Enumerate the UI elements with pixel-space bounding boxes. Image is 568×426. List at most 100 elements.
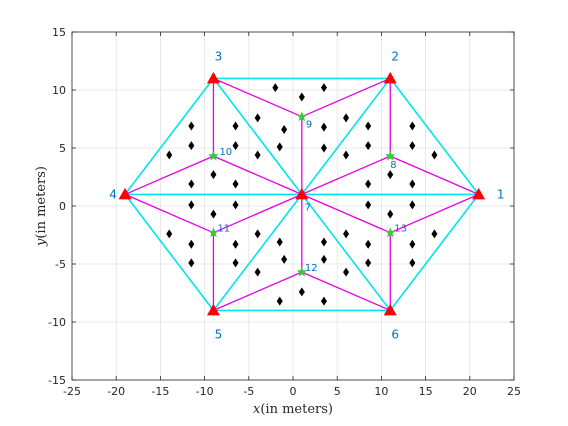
x-tick-label: 10 — [374, 385, 388, 398]
diamond-marker — [232, 200, 239, 210]
diamond-marker — [409, 121, 416, 131]
y-tick-label: -15 — [48, 374, 66, 387]
x-tick-label: 20 — [463, 385, 477, 398]
x-tick-label: -10 — [196, 385, 214, 398]
spoke-line — [301, 77, 392, 196]
spoke-line — [212, 193, 303, 312]
y-tick-label: 5 — [59, 142, 66, 155]
diamond-marker — [232, 179, 239, 189]
diamond-marker — [365, 141, 372, 151]
y-tick-label: 15 — [52, 26, 66, 39]
data-markers — [118, 71, 486, 316]
triangle-edge — [124, 193, 215, 234]
triangle-edge — [212, 193, 303, 234]
diamond-marker — [254, 150, 261, 160]
vertex-marker — [472, 187, 486, 200]
diamond-marker — [320, 237, 327, 247]
x-tick-label: -20 — [107, 385, 125, 398]
diamond-marker — [365, 121, 372, 131]
diamond-marker — [365, 258, 372, 268]
diamond-marker — [232, 239, 239, 249]
centroid-label: 9 — [306, 120, 312, 131]
diamond-marker — [320, 296, 327, 306]
vertex-marker — [383, 303, 397, 316]
diamond-marker — [188, 200, 195, 210]
vertex-label: 1 — [497, 187, 505, 201]
hexagon-edge — [389, 77, 480, 196]
centroid-marker — [208, 150, 219, 161]
diamond-marker — [276, 237, 283, 247]
diamond-marker — [166, 229, 173, 239]
x-tick-label: -25 — [63, 385, 81, 398]
y-axis-label: y(in meters) — [34, 166, 49, 247]
diamond-marker — [320, 143, 327, 153]
diamond-marker — [431, 229, 438, 239]
vertex-label: 2 — [391, 49, 399, 63]
vertex-marker — [206, 71, 220, 84]
x-tick-label: 25 — [507, 385, 521, 398]
diamond-marker — [320, 122, 327, 132]
spoke-line — [212, 77, 303, 196]
diamond-marker — [387, 170, 394, 180]
diamond-marker — [298, 287, 305, 297]
diamond-marker — [365, 239, 372, 249]
diamond-marker — [409, 258, 416, 268]
y-tick-label: -5 — [55, 258, 66, 271]
diamond-marker — [281, 254, 288, 264]
diamond-marker — [232, 258, 239, 268]
y-tick-label: 10 — [52, 84, 66, 97]
diamond-marker — [254, 267, 261, 277]
vertex-marker — [295, 187, 309, 200]
data-lines — [124, 77, 480, 312]
x-axis-variable: x — [253, 402, 261, 417]
diamond-marker — [365, 200, 372, 210]
centroid-marker — [208, 227, 219, 238]
vertex-label: 5 — [215, 327, 223, 341]
diamond-marker — [365, 179, 372, 189]
hexagon-edge — [124, 77, 215, 196]
spoke-line — [301, 193, 392, 312]
y-tick-label: 0 — [59, 200, 66, 213]
centroid-label: 11 — [217, 224, 230, 235]
diamond-marker — [409, 141, 416, 151]
triangle-edge — [301, 77, 391, 118]
diamond-marker — [409, 239, 416, 249]
diamond-marker — [431, 150, 438, 160]
centroid-marker — [385, 150, 396, 161]
diamond-marker — [320, 254, 327, 264]
vertex-label: 4 — [109, 187, 117, 201]
x-axis-label: x(in meters) — [253, 402, 333, 417]
vertex-marker — [118, 187, 132, 200]
y-axis-variable: y — [34, 238, 49, 247]
vertex-label: 3 — [215, 49, 223, 63]
x-tick-label: 0 — [290, 385, 297, 398]
centroid-marker — [296, 266, 308, 277]
vertex-marker — [206, 303, 220, 316]
diamond-marker — [387, 209, 394, 219]
centroid-label: 8 — [390, 160, 396, 171]
diamond-marker — [409, 200, 416, 210]
y-tick-label: -10 — [48, 316, 66, 329]
centroid-marker — [296, 111, 308, 122]
diamond-marker — [188, 141, 195, 151]
diamond-marker — [343, 113, 350, 123]
diamond-marker — [320, 83, 327, 93]
diamond-marker — [210, 209, 217, 219]
diamond-marker — [254, 229, 261, 239]
triangle-edge — [301, 193, 391, 234]
hexagon-edge — [124, 193, 215, 312]
diamond-marker — [232, 121, 239, 131]
diamond-marker — [276, 296, 283, 306]
centroid-label: 12 — [305, 263, 318, 274]
centroid-label: 10 — [219, 147, 232, 158]
diamond-marker — [343, 229, 350, 239]
diamond-marker — [188, 239, 195, 249]
diamond-marker — [232, 141, 239, 151]
centroid-label: 13 — [394, 224, 407, 235]
triangle-edge — [301, 155, 391, 196]
y-axis-unit: (in meters) — [34, 166, 49, 239]
hexagon-edge — [389, 193, 480, 312]
